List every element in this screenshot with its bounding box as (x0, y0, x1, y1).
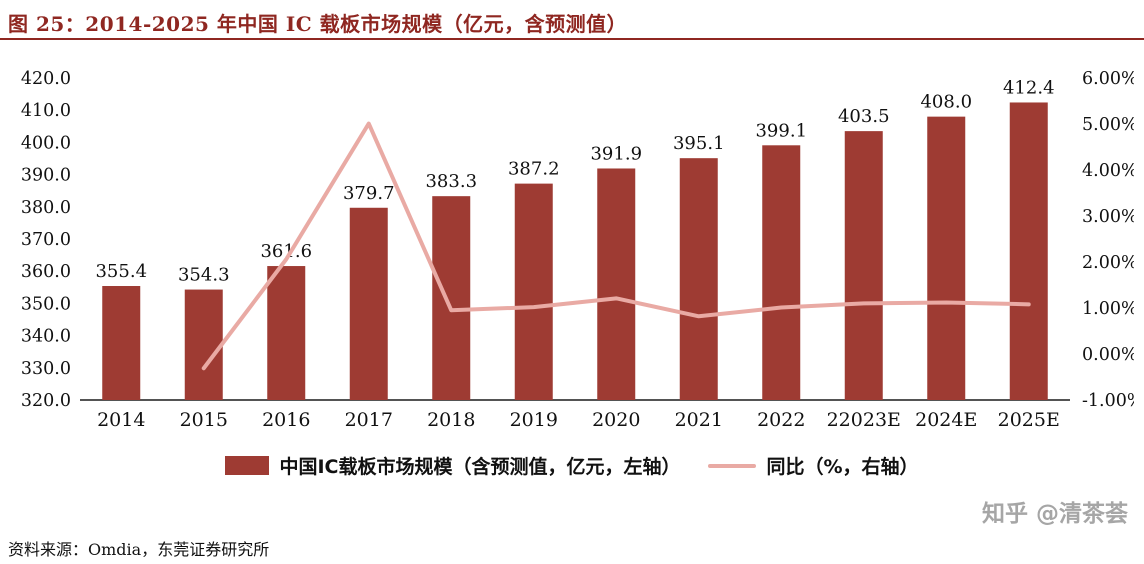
chart-area: 420.0 410.0 400.0 390.0 380.0 370.0 360.0 350.0… (10, 48, 1144, 444)
bar-2018 (432, 196, 471, 400)
legend-label-bars: 中国IC载板市场规模（含预测值，亿元，左轴） (279, 456, 681, 478)
bar-22023E (844, 131, 883, 400)
x-axis-label: 2024E (915, 409, 977, 431)
bar-value-label: 383.3 (425, 171, 477, 192)
x-axis-label: 2016 (262, 409, 310, 431)
bar-value-label: 395.1 (673, 133, 725, 154)
bar-2014 (102, 286, 141, 400)
bar-value-label: 354.3 (178, 265, 230, 286)
right-axis-tick: 2.00% (1082, 253, 1134, 273)
x-axis-label: 2015 (180, 409, 228, 431)
x-axis-label: 2017 (345, 409, 393, 431)
legend-item-bars: 中国IC载板市场规模（含预测值，亿元，左轴） (225, 452, 680, 479)
bar-line-chart: 420.0 410.0 400.0 390.0 380.0 370.0 360.0 350.0… (21, 69, 1144, 431)
bar-value-label: 412.4 (1003, 77, 1055, 98)
bar-swatch-icon (225, 456, 270, 475)
x-axis-label: 2025E (998, 409, 1060, 431)
line-swatch-icon (708, 463, 757, 468)
x-axis-label: 2018 (427, 409, 475, 431)
bar-value-label: 408.0 (920, 92, 972, 113)
bar-value-label: 391.9 (590, 143, 642, 164)
bar-2016 (267, 266, 306, 400)
source-note: 资料来源：Omdia，东莞证券研究所 (8, 540, 270, 559)
x-axis-label: 22023E (827, 409, 901, 431)
right-axis-tick: 4.00% (1082, 161, 1134, 181)
x-axis-label: 2022 (757, 409, 805, 431)
x-axis-label: 2019 (510, 409, 558, 431)
left-axis-tick: 400.0 (21, 133, 71, 153)
left-axis-tick: 370.0 (21, 230, 71, 250)
left-axis-tick: 360.0 (21, 262, 71, 282)
bar-value-label: 399.1 (755, 120, 807, 141)
right-axis-tick: 0.00% (1082, 345, 1134, 365)
watermark: 知乎 @清茶荟 (981, 501, 1128, 527)
left-axis-tick: 330.0 (21, 359, 71, 379)
bar-2017 (349, 207, 388, 400)
bar-2020 (597, 168, 636, 400)
right-axis-tick: 1.00% (1082, 299, 1134, 319)
left-axis-tick: 340.0 (21, 327, 71, 347)
right-axis-tick: 6.00% (1082, 69, 1134, 89)
bar-2022 (762, 145, 801, 400)
x-axis-label: 2021 (675, 409, 723, 431)
bar-value-label: 355.4 (95, 261, 147, 282)
bar-2025E (1009, 102, 1048, 401)
legend-item-line: 同比（%，右轴） (708, 452, 919, 479)
left-axis-tick: 420.0 (21, 69, 71, 89)
left-axis-tick: 390.0 (21, 166, 71, 186)
bar-2021 (679, 158, 718, 400)
figure-title: 图 25：2014-2025 年中国 IC 载板市场规模（亿元，含预测值） (8, 12, 628, 36)
figure-header: 图 25：2014-2025 年中国 IC 载板市场规模（亿元，含预测值） (0, 0, 1144, 40)
bar-value-label: 403.5 (838, 106, 890, 127)
bar-2019 (514, 183, 553, 400)
bar-2015 (184, 289, 223, 400)
right-axis-tick: 3.00% (1082, 207, 1134, 227)
yoy-line (201, 121, 1031, 371)
bar-2024E (927, 116, 966, 400)
bar-value-label: 379.7 (343, 183, 395, 204)
x-axis-label: 2014 (97, 409, 145, 431)
x-axis-label: 2020 (592, 409, 640, 431)
chart-legend: 中国IC载板市场规模（含预测值，亿元，左轴） 同比（%，右轴） (0, 452, 1144, 479)
bar-value-label: 387.2 (508, 159, 560, 180)
legend-label-line: 同比（%，右轴） (766, 456, 919, 478)
left-axis-tick: 350.0 (21, 294, 71, 314)
right-axis-tick: -1.00% (1082, 391, 1134, 411)
right-axis-tick: 5.00% (1082, 115, 1134, 135)
left-axis-tick: 380.0 (21, 198, 71, 218)
left-axis-tick: 320.0 (21, 391, 71, 411)
bar-value-label: 361.6 (260, 241, 312, 262)
left-axis-tick: 410.0 (21, 101, 71, 121)
